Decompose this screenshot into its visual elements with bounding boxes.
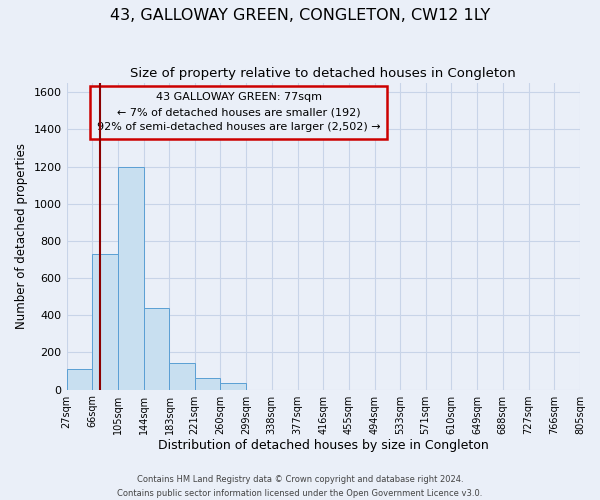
Title: Size of property relative to detached houses in Congleton: Size of property relative to detached ho… — [130, 68, 516, 80]
Bar — [144, 308, 169, 390]
Bar — [220, 383, 246, 390]
Bar — [92, 254, 118, 390]
Text: Contains HM Land Registry data © Crown copyright and database right 2024.
Contai: Contains HM Land Registry data © Crown c… — [118, 476, 482, 498]
Bar — [118, 166, 144, 390]
Bar — [169, 362, 194, 390]
Text: 43, GALLOWAY GREEN, CONGLETON, CW12 1LY: 43, GALLOWAY GREEN, CONGLETON, CW12 1LY — [110, 8, 490, 22]
Y-axis label: Number of detached properties: Number of detached properties — [15, 144, 28, 330]
X-axis label: Distribution of detached houses by size in Congleton: Distribution of detached houses by size … — [158, 440, 488, 452]
Bar — [67, 369, 92, 390]
Bar — [194, 378, 220, 390]
Text: 43 GALLOWAY GREEN: 77sqm
← 7% of detached houses are smaller (192)
92% of semi-d: 43 GALLOWAY GREEN: 77sqm ← 7% of detache… — [97, 92, 380, 132]
